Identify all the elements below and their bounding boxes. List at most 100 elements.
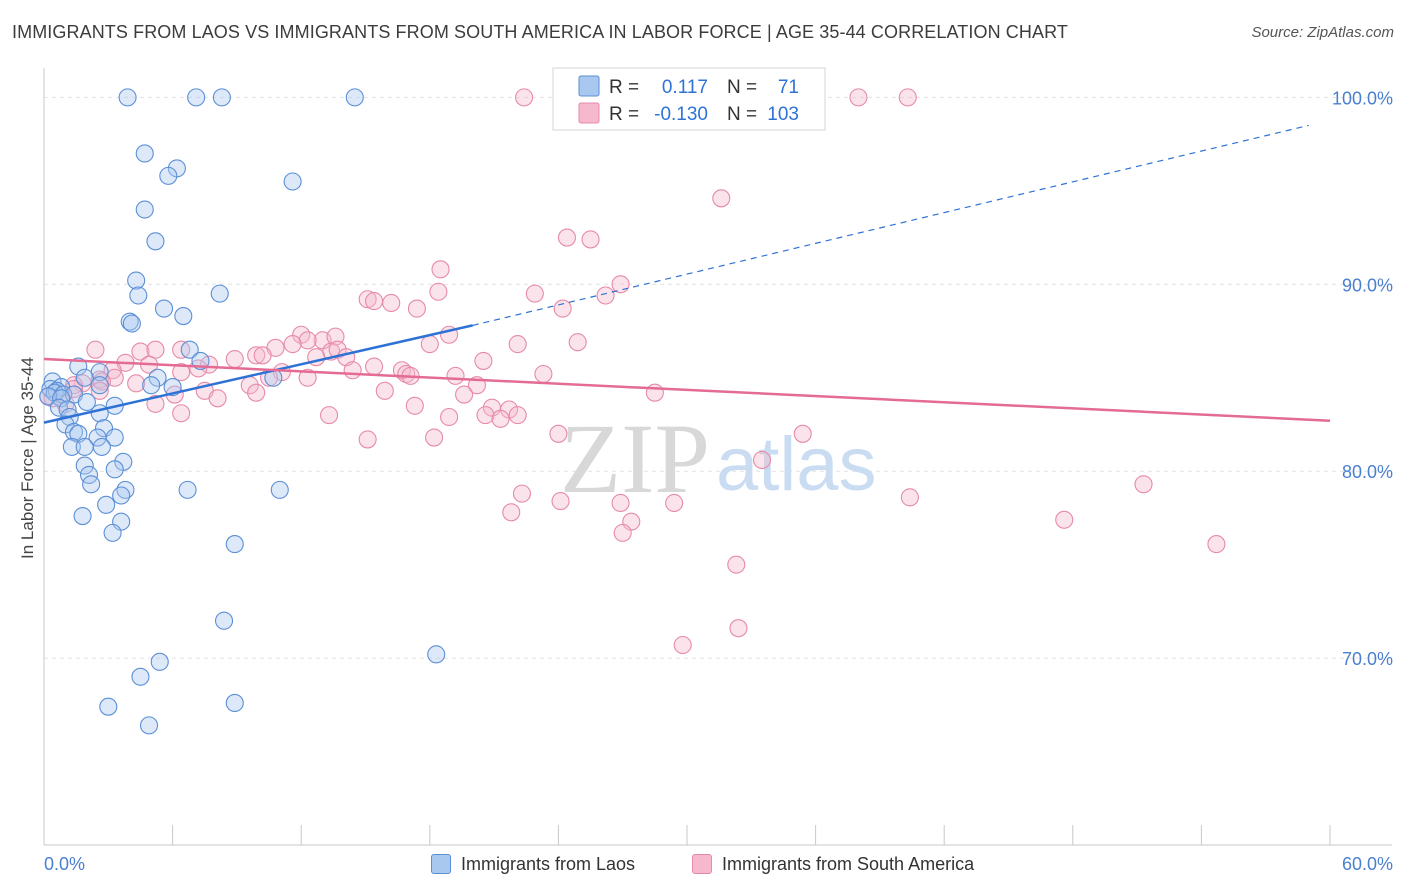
laos-point-4 <box>135 144 154 163</box>
trend-line-laos-extension <box>472 124 1309 326</box>
south-america-point-15 <box>407 299 426 318</box>
south-america-point-84 <box>793 424 812 443</box>
bottom-legend-swatch-laos <box>431 854 451 874</box>
laos-point-52 <box>105 460 124 479</box>
south-america-point-94 <box>665 493 684 513</box>
laos-point-25 <box>90 376 109 395</box>
laos-point-8 <box>135 200 154 219</box>
south-america-point-72 <box>208 389 227 408</box>
south-america-point-5 <box>581 230 600 249</box>
laos-point-53 <box>75 456 94 475</box>
legend-n-value-1: 71 <box>778 77 799 98</box>
south-america-point-14 <box>553 299 572 318</box>
legend-n-label-1: N = <box>727 77 757 98</box>
source-label: Source: ZipAtlas.com <box>1251 24 1394 41</box>
laos-point-61 <box>73 506 92 526</box>
y-tick-label-3: 100.0% <box>1332 88 1393 108</box>
laos-point-58 <box>82 475 101 494</box>
laos-point-60 <box>97 495 116 514</box>
south-america-point-63 <box>90 381 109 400</box>
y-axis-label: In Labor Force | Age 35-44 <box>18 357 37 559</box>
south-america-point-32 <box>247 346 266 365</box>
south-america-point-99 <box>1207 535 1226 554</box>
laos-point-55 <box>178 480 197 499</box>
legend-r-label-2: R = <box>609 104 639 125</box>
south-america-point-6 <box>431 260 450 279</box>
south-america-point-98 <box>613 523 632 542</box>
south-america-point-102 <box>673 635 692 655</box>
bottom-legend-swatch-south-america <box>692 854 712 874</box>
stats-legend: R = 0.117 N = 71 R = -0.130 N = 103 <box>552 67 826 131</box>
south-america-point-28 <box>131 342 150 361</box>
south-america-point-89 <box>1134 475 1153 494</box>
south-america-point-59 <box>127 374 146 393</box>
south-america-point-51 <box>534 364 553 384</box>
legend-r-label-1: R = <box>609 77 639 98</box>
south-america-point-43 <box>172 363 191 382</box>
laos-point-63 <box>103 523 122 542</box>
laos-point-65 <box>214 611 234 630</box>
south-america-point-90 <box>512 484 532 503</box>
south-america-point-3 <box>712 189 731 208</box>
laos-point-49 <box>75 437 94 456</box>
laos-point-6 <box>159 166 178 185</box>
south-america-point-54 <box>298 368 317 387</box>
south-america-point-0 <box>515 88 534 107</box>
laos-point-21 <box>75 368 94 387</box>
south-america-point-19 <box>326 327 345 346</box>
watermark-atlas: atlas <box>716 422 877 507</box>
gridlines <box>44 96 1392 659</box>
bottom-legend-laos: Immigrants from Laos <box>431 850 635 878</box>
south-america-point-87 <box>425 428 444 447</box>
y-tick-label-1: 80.0% <box>1342 462 1393 482</box>
laos-point-10 <box>127 271 146 290</box>
laos-point-17 <box>180 340 199 359</box>
watermark-zip: ZIP <box>560 403 710 514</box>
south-america-point-25 <box>283 335 302 354</box>
south-america-point-85 <box>549 424 568 443</box>
south-america-point-93 <box>611 493 630 513</box>
south-america-point-22 <box>568 333 587 352</box>
south-america-point-81 <box>508 406 527 425</box>
south-america-point-96 <box>1055 510 1074 529</box>
laos-point-0 <box>118 88 137 107</box>
south-america-point-95 <box>502 503 521 522</box>
laos-point-36 <box>77 392 96 412</box>
watermark: ZIP atlas <box>560 403 877 514</box>
legend-swatch-south-america <box>578 102 600 124</box>
trend-line-laos <box>43 324 473 424</box>
south-america-point-21 <box>298 331 317 350</box>
trend-line-south-america <box>43 357 1331 422</box>
south-america-point-79 <box>440 407 459 427</box>
laos-point-18 <box>69 357 88 376</box>
laos-point-9 <box>146 232 165 251</box>
south-america-point-100 <box>727 555 746 574</box>
south-america-point-92 <box>551 492 570 511</box>
y-tick-labels: 70.0% 80.0% 90.0% 100.0% <box>1332 88 1393 669</box>
laos-point-48 <box>62 437 81 456</box>
south-america-point-40 <box>199 355 219 374</box>
south-america-point-33 <box>253 346 272 365</box>
south-america-point-8 <box>611 275 630 294</box>
laos-point-59 <box>112 486 131 505</box>
y-tick-label-2: 90.0% <box>1342 275 1393 295</box>
series-south-america-points <box>39 88 1226 655</box>
laos-point-71 <box>139 716 159 735</box>
laos-point-47 <box>88 428 107 447</box>
trend-lines <box>43 124 1331 424</box>
south-america-point-31 <box>225 349 244 369</box>
south-america-point-82 <box>476 406 495 425</box>
laos-point-11 <box>129 286 148 305</box>
x-tick-labels: 0.0% 60.0% <box>44 854 1393 874</box>
laos-point-13 <box>154 299 174 318</box>
south-america-point-27 <box>86 340 105 359</box>
south-america-point-65 <box>375 381 394 400</box>
bottom-legend-south-america: Immigrants from South America <box>692 850 974 878</box>
laos-point-26 <box>142 376 161 395</box>
legend-r-value-2: -0.130 <box>654 104 708 125</box>
laos-point-1 <box>187 88 206 107</box>
south-america-point-68 <box>455 385 474 404</box>
south-america-point-69 <box>645 383 664 402</box>
legend-n-value-2: 103 <box>767 104 799 125</box>
axes <box>43 68 1392 846</box>
